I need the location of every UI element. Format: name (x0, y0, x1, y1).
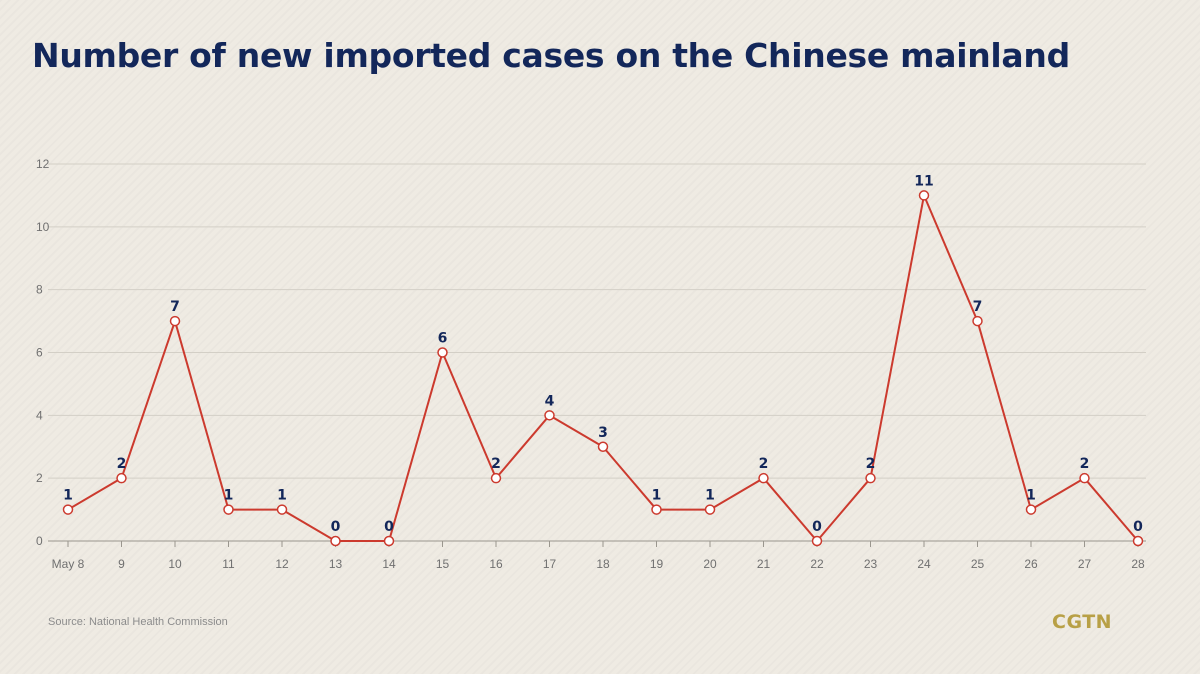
data-point (1025, 504, 1037, 515)
y-axis-ticks: 0 2 4 6 8 10 12 (36, 157, 50, 548)
x-tick-label: 24 (917, 557, 931, 571)
x-tick-label: 17 (543, 557, 557, 571)
data-point (972, 315, 983, 327)
x-tick-label: 26 (1024, 557, 1038, 571)
grid-lines (48, 163, 1146, 542)
points-group (62, 190, 1144, 547)
data-point (865, 472, 876, 484)
data-label: 2 (117, 456, 127, 472)
y-tick-label: 12 (36, 157, 50, 171)
data-point (223, 504, 234, 515)
y-tick-label: 0 (36, 534, 43, 548)
data-label: 2 (491, 456, 501, 472)
data-label: 11 (914, 173, 933, 189)
data-label: 1 (224, 488, 234, 504)
x-tick-label: 10 (168, 557, 182, 571)
y-tick-label: 10 (36, 220, 50, 234)
y-tick-label: 2 (36, 471, 43, 485)
x-tick-label: 22 (810, 557, 824, 571)
x-tick-label: 19 (650, 557, 664, 571)
data-point (918, 190, 930, 201)
data-label: 2 (866, 456, 876, 472)
source-note: Source: National Health Commission (48, 616, 228, 628)
data-point (116, 472, 127, 484)
cgtn-logo: CGTN (1052, 611, 1113, 633)
data-point (704, 504, 716, 515)
data-point (276, 504, 288, 515)
data-point (1132, 535, 1144, 547)
data-label: 0 (384, 519, 394, 535)
x-tick-label: 28 (1131, 557, 1145, 571)
x-tick-label: 18 (596, 557, 610, 571)
x-tick-label: 20 (703, 557, 717, 571)
y-tick-label: 6 (36, 346, 43, 360)
x-tick-label: 25 (971, 557, 985, 571)
data-label: 1 (63, 488, 73, 504)
data-label: 4 (545, 393, 555, 409)
data-point (544, 410, 555, 421)
data-point (490, 472, 502, 484)
data-label: 1 (652, 488, 662, 504)
data-label: 1 (705, 488, 715, 504)
data-label: 1 (277, 488, 287, 504)
x-tick-label: 9 (118, 557, 125, 571)
x-tick-label: 16 (489, 557, 503, 571)
data-point (597, 441, 609, 452)
x-tick-label: 21 (757, 557, 771, 571)
x-tick-label: May 8 (52, 557, 85, 571)
data-label: 3 (598, 425, 608, 441)
data-point (437, 347, 448, 358)
data-point (811, 535, 823, 547)
y-tick-label: 4 (36, 408, 43, 422)
x-tick-label: 23 (864, 557, 878, 571)
data-label: 0 (1133, 519, 1143, 535)
x-tick-label: 12 (275, 557, 289, 571)
data-label: 6 (438, 331, 448, 347)
x-tick-label: 13 (329, 557, 343, 571)
chart-title: Number of new imported cases on the Chin… (32, 36, 1070, 75)
data-label: 0 (812, 519, 822, 535)
x-tick-label: 11 (222, 557, 235, 571)
y-tick-label: 8 (36, 283, 43, 297)
data-label: 2 (1080, 456, 1090, 472)
data-point (651, 504, 662, 515)
x-tick-label: 27 (1078, 557, 1092, 571)
x-tick-label: 15 (436, 557, 450, 571)
data-label: 0 (331, 519, 341, 535)
x-tick-label: 14 (382, 557, 396, 571)
data-label: 1 (1026, 488, 1036, 504)
data-point (169, 315, 181, 327)
data-point (1079, 472, 1090, 484)
data-label: 2 (759, 456, 769, 472)
data-label: 7 (973, 299, 983, 315)
data-label: 7 (170, 299, 180, 315)
x-axis-ticks: May 8 9 10 11 12 13 14 15 16 17 18 19 20 21 22 23 24 25 26… (52, 541, 1145, 571)
data-point (330, 535, 341, 547)
data-point (758, 472, 769, 484)
data-point (62, 504, 74, 515)
data-point (383, 535, 395, 547)
